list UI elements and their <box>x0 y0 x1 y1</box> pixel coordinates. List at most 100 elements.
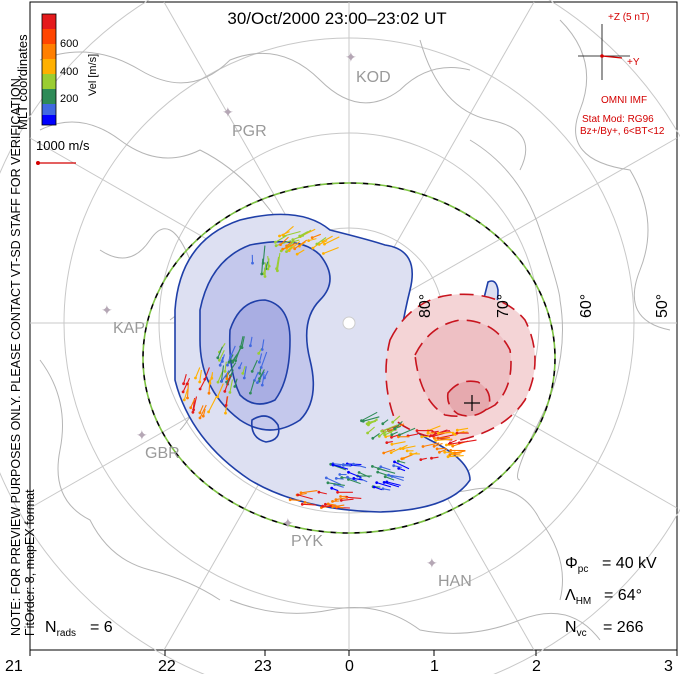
velocity-vector-origin <box>276 269 279 273</box>
velocity-vector-origin <box>389 430 393 434</box>
velocity-vector <box>381 424 398 432</box>
velocity-vector <box>390 447 401 454</box>
velocity-vector <box>190 398 196 408</box>
velocity-vector <box>217 383 224 398</box>
velocity-vector <box>457 427 469 431</box>
velocity-vector-origin <box>397 467 401 470</box>
velocity-vector <box>264 262 267 277</box>
velocity-vector-origin <box>207 391 211 395</box>
lambda-hm-value: = 64° <box>604 587 642 604</box>
velocity-vector-origin <box>432 444 436 448</box>
velocity-vector <box>294 239 308 250</box>
velocity-vector-origin <box>223 370 227 373</box>
velocity-vector-origin <box>366 431 369 435</box>
lambda-hm-symbol: ΛHM <box>565 587 591 607</box>
velocity-vector <box>437 447 446 450</box>
velocity-vector-origin <box>208 381 212 385</box>
mlt-axis: 21 22 23 0 1 2 3 <box>5 650 678 674</box>
velocity-vector <box>394 420 403 430</box>
velocity-vector-origin <box>227 360 231 364</box>
velocity-vector <box>288 241 301 252</box>
velocity-vector <box>454 450 466 454</box>
velocity-vector-origin <box>421 445 425 448</box>
velocity-vector <box>249 336 253 346</box>
velocity-vector-origin <box>393 460 396 464</box>
velocity-vector-origin <box>299 491 303 495</box>
velocity-vector-origin <box>224 404 228 407</box>
velocity-vector <box>261 258 264 275</box>
mlt-label-2: 2 <box>532 658 541 674</box>
velocity-vector-origin <box>258 360 261 364</box>
velocity-vector-origin <box>291 238 295 242</box>
velocity-vector-origin <box>357 471 361 474</box>
velocity-vector <box>229 345 236 358</box>
map-statistics: Φpc = 40 kV ΛHM = 64° Nvc = 266 Nrads = … <box>45 555 657 639</box>
velocity-vector <box>251 359 258 372</box>
velocity-vector <box>348 471 362 479</box>
velocity-vector <box>427 425 441 432</box>
velocity-vector-origin <box>192 408 196 412</box>
velocity-vector-origin <box>228 391 232 394</box>
velocity-vector-origin <box>409 452 413 456</box>
velocity-vector-origin <box>303 501 307 504</box>
velocity-vector-origin <box>311 246 315 250</box>
velocity-vector <box>326 477 342 486</box>
velocity-vector-origin <box>241 372 245 375</box>
velocity-vector <box>335 497 348 501</box>
velocity-vector-origin <box>300 502 304 506</box>
velocity-vector <box>282 242 297 250</box>
radar-marker-pgr: ✦ <box>222 104 234 120</box>
velocity-vector-origin <box>347 470 350 474</box>
velocity-vector-origin <box>336 490 339 494</box>
velocity-vector-origin <box>263 275 267 278</box>
velocity-vector-origin <box>457 441 461 445</box>
velocity-vector-origin <box>375 481 379 484</box>
preview-note: NOTE: FOR PREVIEW PURPOSES ONLY. PLEASE … <box>9 75 23 636</box>
velocity-vector-origin <box>392 464 396 468</box>
fitorder-note: FitOrder: 8, mapEX format <box>23 489 37 636</box>
nvc-value: = 266 <box>603 619 644 636</box>
imf-clock-dial: +Z (5 nT) +Y OMNI IMF Stat Mod: RG96 Bz+… <box>578 12 665 137</box>
velocity-vector <box>348 478 361 485</box>
nrads-symbol: Nrads <box>45 619 76 639</box>
velocity-vector-origin <box>216 395 220 399</box>
dusk-convection-cell <box>174 213 499 513</box>
velocity-vector-origin <box>346 475 349 479</box>
radar-label-kap: KAP <box>113 320 145 337</box>
velocity-vector <box>434 436 450 439</box>
velocity-vector <box>194 367 201 379</box>
velocity-vector-origin <box>340 476 344 479</box>
velocity-vector-origin <box>331 505 334 509</box>
velocity-vector-origin <box>317 490 321 494</box>
latitude-label-80: 80° <box>417 294 434 318</box>
velocity-vector-origin <box>381 422 385 426</box>
velocity-vector <box>299 231 309 237</box>
velocity-vector <box>182 382 188 393</box>
imf-model-label: Stat Mod: RG96 <box>582 114 654 125</box>
velocity-vector <box>220 365 225 382</box>
velocity-vector-origin <box>250 370 254 373</box>
velocity-vector <box>312 233 321 239</box>
map-title: 30/Oct/2000 23:00–23:02 UT <box>227 9 446 28</box>
velocity-vector <box>292 235 302 241</box>
velocity-vector-origin <box>242 376 246 380</box>
velocity-vector-origin <box>381 487 385 491</box>
velocity-vector <box>290 499 301 502</box>
velocity-vector-origin <box>189 406 193 410</box>
velocity-vector-origin <box>181 390 185 394</box>
velocity-vector-origin <box>398 433 401 437</box>
velocity-vector-origin <box>391 420 395 424</box>
velocity-vector <box>383 481 400 488</box>
radar-marker-gbr: ✦ <box>136 427 148 443</box>
radar-label-pgr: PGR <box>232 123 267 140</box>
latitude-label-50: 50° <box>654 294 671 318</box>
velocity-vector-origin <box>226 363 229 367</box>
velocity-vector <box>367 426 375 434</box>
velocity-vectors <box>181 225 477 509</box>
velocity-vector-origin <box>191 410 195 414</box>
velocity-vector <box>241 336 245 348</box>
imf-conditions-label: Bz+/By+, 6<BT<12 <box>580 126 665 137</box>
velocity-vector-origin <box>234 359 238 362</box>
velocity-vector-origin <box>326 481 330 485</box>
